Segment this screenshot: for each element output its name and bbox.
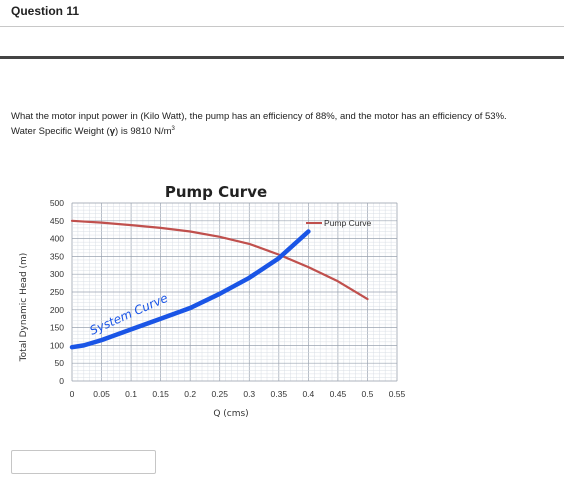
y-tick-label: 350 bbox=[50, 251, 64, 261]
series-line-system-curve bbox=[69, 229, 311, 350]
x-tick-label: 0.1 bbox=[125, 389, 137, 399]
y-axis-label: Total Dynamic Head (m) bbox=[19, 253, 29, 363]
x-tick-label: 0.15 bbox=[152, 389, 169, 399]
divider-thick bbox=[0, 56, 564, 59]
x-tick-label: 0.05 bbox=[93, 389, 110, 399]
y-tick-label: 100 bbox=[50, 340, 64, 350]
chart-title: Pump Curve bbox=[165, 183, 267, 201]
question-text-line1: What the motor input power in (Kilo Watt… bbox=[11, 111, 507, 122]
divider-thin bbox=[0, 26, 564, 27]
x-tick-label: 0.4 bbox=[302, 389, 314, 399]
chart-legend: Pump Curve bbox=[306, 218, 372, 228]
y-tick-label: 250 bbox=[50, 287, 64, 297]
question-text: What the motor input power in (Kilo Watt… bbox=[11, 110, 556, 138]
chart-series bbox=[69, 219, 369, 350]
question-text-line2-prefix: Water Specific Weight ( bbox=[11, 126, 110, 138]
y-tick-label: 450 bbox=[50, 216, 64, 226]
pump-curve-chart: Pump Curve 0 50 100 150 200 250 300 350 400 450 50… bbox=[19, 183, 406, 419]
x-axis-label: Q (cms) bbox=[213, 409, 248, 419]
y-tick-label: 50 bbox=[55, 358, 65, 368]
legend-label-pump-curve: Pump Curve bbox=[324, 218, 372, 228]
x-tick-label: 0.45 bbox=[330, 389, 347, 399]
x-tick-labels: 0 0.05 0.1 0.15 0.2 0.25 0.3 0.35 0.4 0.45 0.5 0.55 bbox=[70, 389, 406, 399]
question-text-line2-suffix: ) is 9810 N/m bbox=[115, 126, 172, 138]
x-tick-label: 0.35 bbox=[271, 389, 288, 399]
y-tick-labels: 0 50 100 150 200 250 300 350 400 450 500 bbox=[50, 198, 64, 386]
x-tick-label: 0 bbox=[70, 389, 75, 399]
x-tick-label: 0.55 bbox=[389, 389, 406, 399]
x-tick-label: 0.2 bbox=[184, 389, 196, 399]
y-tick-label: 500 bbox=[50, 198, 64, 208]
series-line-pump-curve bbox=[70, 219, 369, 301]
x-tick-label: 0.3 bbox=[243, 389, 255, 399]
unit-exponent: 3 bbox=[171, 126, 175, 132]
answer-input[interactable] bbox=[11, 450, 156, 474]
x-tick-label: 0.25 bbox=[211, 389, 228, 399]
y-tick-label: 150 bbox=[50, 323, 64, 333]
y-tick-label: 400 bbox=[50, 234, 64, 244]
y-tick-label: 0 bbox=[59, 376, 64, 386]
question-title: Question 11 bbox=[11, 4, 80, 18]
chart-grid bbox=[71, 202, 398, 382]
question-text-line2: Water Specific Weight (γ) is 9810 N/m3 bbox=[11, 123, 556, 138]
y-tick-label: 200 bbox=[50, 305, 64, 315]
y-tick-label: 300 bbox=[50, 269, 64, 279]
x-tick-label: 0.5 bbox=[362, 389, 374, 399]
gamma-symbol: γ bbox=[109, 126, 116, 138]
